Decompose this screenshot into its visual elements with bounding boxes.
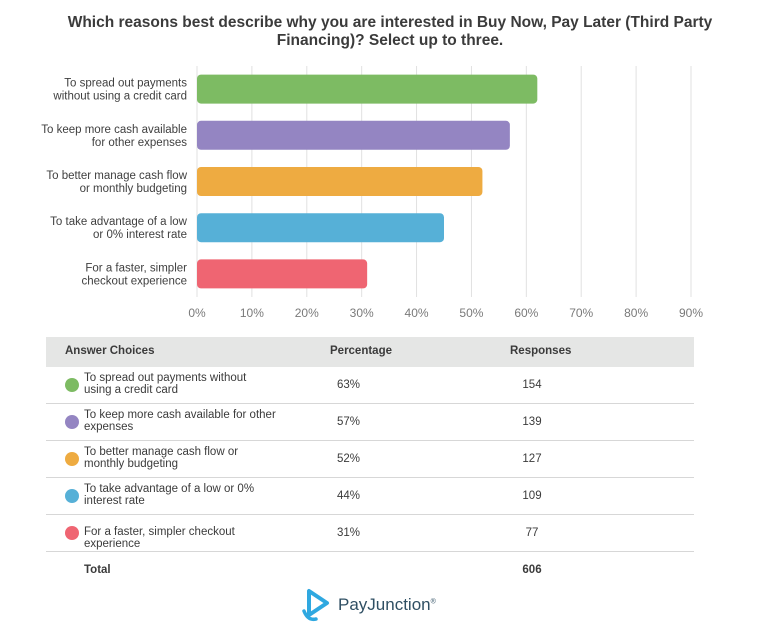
category-label: or 0% interest rate <box>93 229 187 241</box>
percentage-value: 44% <box>337 490 361 502</box>
header-responses: Responses <box>510 345 572 357</box>
percentage-value: 63% <box>337 379 361 391</box>
bar <box>197 259 368 289</box>
legend-dot <box>65 526 79 540</box>
bar <box>197 167 483 196</box>
category-label: checkout experience <box>82 275 187 287</box>
percentage-value: 52% <box>337 453 361 465</box>
chart-title-line-2: Financing)? Select up to three. <box>276 32 504 49</box>
responses-value: 139 <box>522 416 542 428</box>
percentage-value: 57% <box>337 416 361 428</box>
table-row: To better manage cash flow or monthly bud… <box>46 441 694 478</box>
responses-value: 127 <box>522 453 542 465</box>
answer-choice: To spread out payments without using a cr… <box>84 372 247 396</box>
total-value: 606 <box>522 564 542 576</box>
chart-title: Which reasons best describe why you are … <box>40 14 740 50</box>
bar <box>197 74 538 104</box>
x-tick-label: 40% <box>405 306 429 320</box>
bar <box>197 213 444 243</box>
header-answer-choices: Answer Choices <box>65 345 155 357</box>
registered-mark: ® <box>430 598 436 606</box>
legend-dot <box>65 415 79 429</box>
category-label: To take advantage of a low <box>50 216 188 228</box>
x-tick-label: 80% <box>624 306 648 320</box>
header-percentage: Percentage <box>330 345 393 357</box>
responses-value: 77 <box>525 527 539 539</box>
table-row: For a faster, simpler checkout experienc… <box>46 515 694 552</box>
x-tick-label: 50% <box>459 306 483 320</box>
table-body: To spread out payments without using a cr… <box>46 367 694 552</box>
answer-choice: To take advantage of a low or 0% interest… <box>84 483 255 507</box>
x-tick-label: 30% <box>350 306 374 320</box>
table-row: To spread out payments without using a cr… <box>46 367 694 404</box>
legend-dot <box>65 452 79 466</box>
table-total-row: Total 606 <box>46 552 694 588</box>
percentage-value: 31% <box>337 527 361 539</box>
table-row: To take advantage of a low or 0% interest… <box>46 478 694 515</box>
responses-value: 154 <box>522 379 542 391</box>
category-label: without using a credit card <box>52 91 187 103</box>
category-label: To spread out payments <box>64 78 187 90</box>
answer-choice: To better manage cash flow or monthly bud… <box>84 446 239 470</box>
x-tick-label: 0% <box>188 306 206 320</box>
table-header: Answer Choices Percentage Responses <box>46 337 694 367</box>
responses-value: 109 <box>522 490 542 502</box>
answer-choice: To keep more cash available for other exp… <box>84 409 276 433</box>
bar-chart: 0% 10% 20% 30% 40% 50% 60% 70% 80% 90% To spread o… <box>41 66 703 320</box>
answer-table: Answer Choices Percentage Responses To s… <box>46 337 694 588</box>
x-tick-label: 60% <box>514 306 538 320</box>
x-tick-label: 70% <box>569 306 593 320</box>
category-label: To better manage cash flow <box>46 170 187 182</box>
category-label: or monthly budgeting <box>80 183 187 195</box>
bar <box>197 120 510 150</box>
total-label: Total <box>84 564 111 576</box>
payjunction-logo: PayJunction® <box>300 587 450 623</box>
x-tick-label: 20% <box>295 306 319 320</box>
payjunction-logo-icon <box>302 589 329 622</box>
brand-name: PayJunction® <box>338 595 436 614</box>
x-tick-label: 90% <box>679 306 703 320</box>
category-label: To keep more cash available <box>41 124 187 136</box>
chart-title-line-1: Which reasons best describe why you are … <box>67 14 713 31</box>
legend-dot <box>65 378 79 392</box>
x-tick-label: 10% <box>240 306 264 320</box>
legend-dot <box>65 489 79 503</box>
category-label: For a faster, simpler <box>85 262 187 274</box>
answer-choice: For a faster, simpler checkout experienc… <box>84 526 235 550</box>
category-label: for other expenses <box>92 137 188 149</box>
table-row: To keep more cash available for other exp… <box>46 404 694 441</box>
